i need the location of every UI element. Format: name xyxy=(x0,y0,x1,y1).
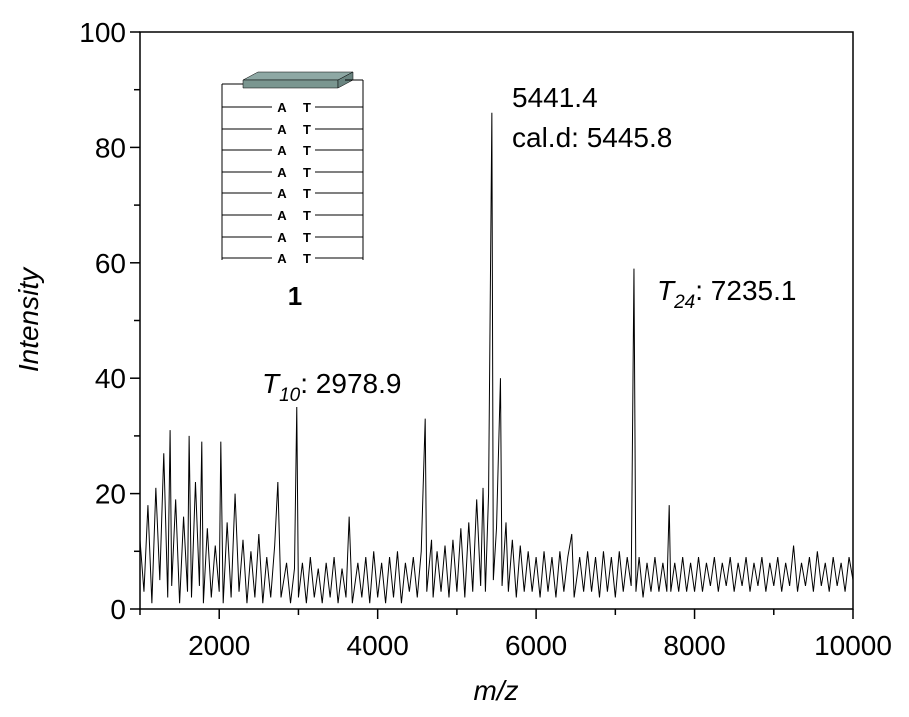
y-axis-label: Intensity xyxy=(13,266,44,372)
inset-base: T xyxy=(303,100,311,115)
inset-base: A xyxy=(277,230,287,245)
annotation-part: 24 xyxy=(673,292,695,313)
y-tick-label: 0 xyxy=(110,594,126,625)
x-tick-label: 4000 xyxy=(347,630,409,661)
x-tick-label: 10000 xyxy=(814,630,892,661)
annotation-part: 10 xyxy=(279,385,301,406)
inset-base: A xyxy=(277,208,287,223)
annotation-part: T xyxy=(657,275,676,306)
inset-label: 1 xyxy=(288,281,302,311)
inset-base: T xyxy=(303,122,311,137)
inset-base: T xyxy=(303,208,311,223)
inset-slab-front xyxy=(242,79,339,89)
y-tick-label: 20 xyxy=(95,479,126,510)
annotation: cal.d: 5445.8 xyxy=(512,122,672,153)
inset-base: A xyxy=(277,165,287,180)
y-tick-label: 80 xyxy=(95,132,126,163)
inset-base: T xyxy=(303,230,311,245)
inset-base: A xyxy=(277,186,287,201)
annotation: 5441.4 xyxy=(512,82,598,113)
x-axis-label: m/z xyxy=(473,675,518,706)
inset-base: A xyxy=(277,251,287,266)
annotation: T24: 7235.1 xyxy=(657,275,796,313)
annotation-part: T xyxy=(262,368,281,399)
inset-base: T xyxy=(303,143,311,158)
x-tick-label: 2000 xyxy=(188,630,250,661)
annotation-part: : 7235.1 xyxy=(695,275,796,306)
annotation-part: 5441.4 xyxy=(512,82,598,113)
inset-base: T xyxy=(303,186,311,201)
y-tick-label: 60 xyxy=(95,248,126,279)
inset-base: T xyxy=(303,165,311,180)
y-tick-label: 100 xyxy=(79,17,126,48)
inset-base: T xyxy=(303,251,311,266)
annotation: T10: 2978.9 xyxy=(262,368,401,406)
x-tick-label: 6000 xyxy=(505,630,567,661)
inset-base: A xyxy=(277,122,287,137)
inset-base: A xyxy=(277,100,287,115)
spectrum-line xyxy=(139,112,854,604)
x-tick-label: 8000 xyxy=(663,630,725,661)
inset-diagram xyxy=(221,71,364,260)
annotation-part: cal.d: 5445.8 xyxy=(512,122,672,153)
inset-base: A xyxy=(277,143,287,158)
inset-slab-top xyxy=(242,71,354,81)
annotation-part: : 2978.9 xyxy=(300,368,401,399)
y-tick-label: 40 xyxy=(95,363,126,394)
